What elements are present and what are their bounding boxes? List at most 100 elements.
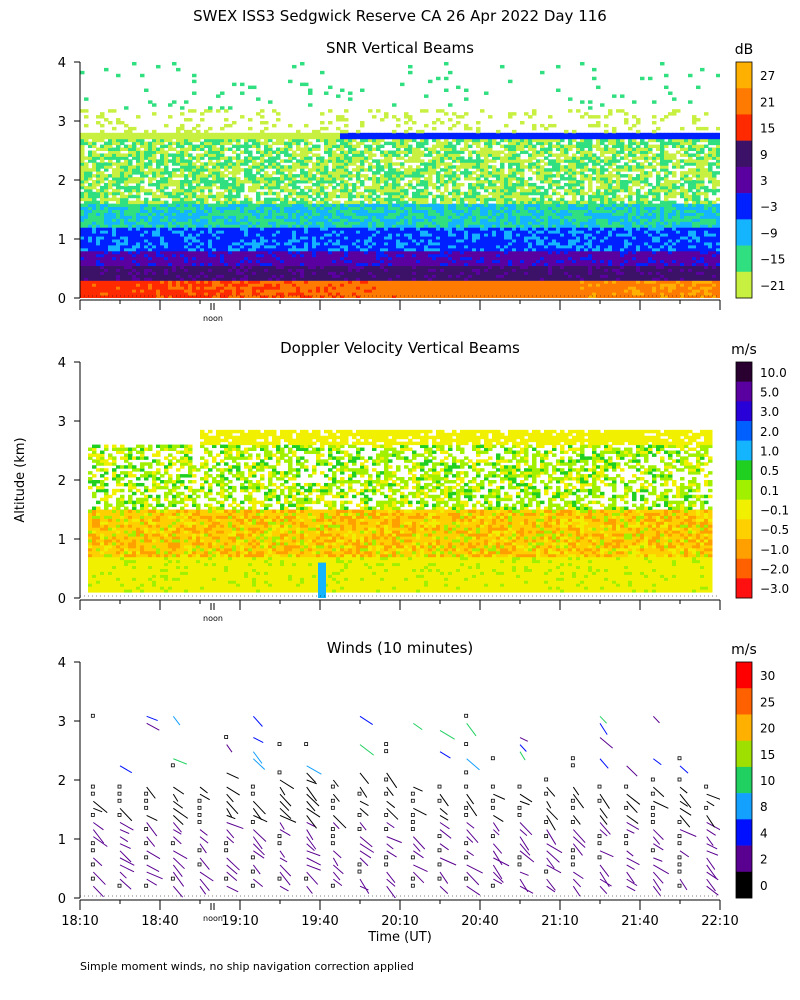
snr-cell [332,206,337,210]
snr-cell [264,221,269,225]
snr-cell [416,295,421,298]
snr-cell [400,171,405,175]
snr-cell [136,209,141,213]
snr-cell [432,194,437,199]
snr-cell [232,224,237,228]
snr-cell [312,289,317,293]
snr-cell [436,209,441,213]
snr-cell [156,253,161,258]
snr-cell [148,100,153,104]
snr-cell [436,292,441,296]
snr-cell [272,180,277,184]
snr-cell [456,274,461,278]
snr-cell [248,224,253,228]
snr-cell [436,289,441,293]
snr-cell [312,174,317,178]
snr-cell [388,174,393,178]
snr-cell [404,200,409,205]
snr-cell [200,194,205,199]
snr-cell [240,180,245,184]
snr-cell [372,182,377,187]
snr-cell [80,277,85,281]
snr-cell [440,109,445,113]
snr-cell [220,126,225,131]
snr-cell [288,182,293,187]
snr-cell [332,203,337,208]
snr-cell [304,256,309,261]
snr-cell [384,177,389,181]
snr-cell [288,221,293,225]
snr-cell [140,227,145,231]
snr-cell [356,250,361,255]
snr-cell [144,197,149,202]
snr-cell [184,180,189,184]
snr-cell [456,259,461,264]
snr-cell [408,115,413,119]
snr-cell [176,188,181,193]
snr-cell [152,103,157,107]
snr-cell [140,292,145,296]
snr-cell [176,239,181,243]
snr-cell [104,244,109,249]
snr-cell [392,135,397,140]
snr-cell [96,256,101,261]
snr-cell [356,212,361,216]
snr-cell [228,209,233,213]
snr-cell [240,244,245,249]
snr-cell [316,144,321,149]
snr-cell [244,138,249,143]
snr-cell [380,200,385,205]
snr-cell [92,159,97,163]
snr-cell [156,162,161,166]
snr-cell [268,218,273,222]
snr-cell [188,277,193,281]
snr-cell [220,218,225,222]
snr-cell [240,262,245,267]
snr-cell [172,62,177,66]
snr-cell [444,135,449,140]
snr-cell [200,209,205,213]
snr-cell [232,197,237,202]
snr-cell [360,289,365,293]
snr-cell [428,292,433,296]
snr-cell [392,171,397,175]
snr-cell [308,188,313,193]
snr-cell [244,289,249,293]
snr-cell [380,150,385,154]
snr-cell [208,247,213,252]
snr-cell [104,185,109,190]
snr-cell [372,227,377,231]
snr-cell [236,156,241,160]
snr-cell [112,126,117,131]
snr-cell [244,286,249,290]
snr-cell [144,141,149,146]
snr-cell [112,224,117,228]
snr-cell [240,159,245,163]
snr-cell [88,250,93,255]
snr-cell [424,247,429,252]
snr-cell [272,132,277,137]
snr-cell [204,289,209,293]
snr-cell [84,233,89,237]
snr-cell [328,277,333,281]
snr-cell [180,239,185,243]
snr-cell [196,295,201,298]
snr-cell [160,200,165,205]
snr-cell [168,144,173,149]
snr-cell [272,177,277,181]
snr-cell [164,268,169,272]
snr-cell [188,118,193,122]
snr-cell [132,265,137,269]
snr-cell [404,244,409,249]
snr-cell [80,221,85,225]
snr-cell [244,215,249,219]
snr-cell [428,247,433,252]
snr-cell [172,147,177,151]
snr-cell [256,244,261,249]
snr-cell [452,236,457,240]
snr-cell [116,233,121,237]
snr-cell [324,289,329,293]
snr-cell [248,215,253,219]
snr-cell [284,292,289,296]
snr-cell [92,191,97,196]
